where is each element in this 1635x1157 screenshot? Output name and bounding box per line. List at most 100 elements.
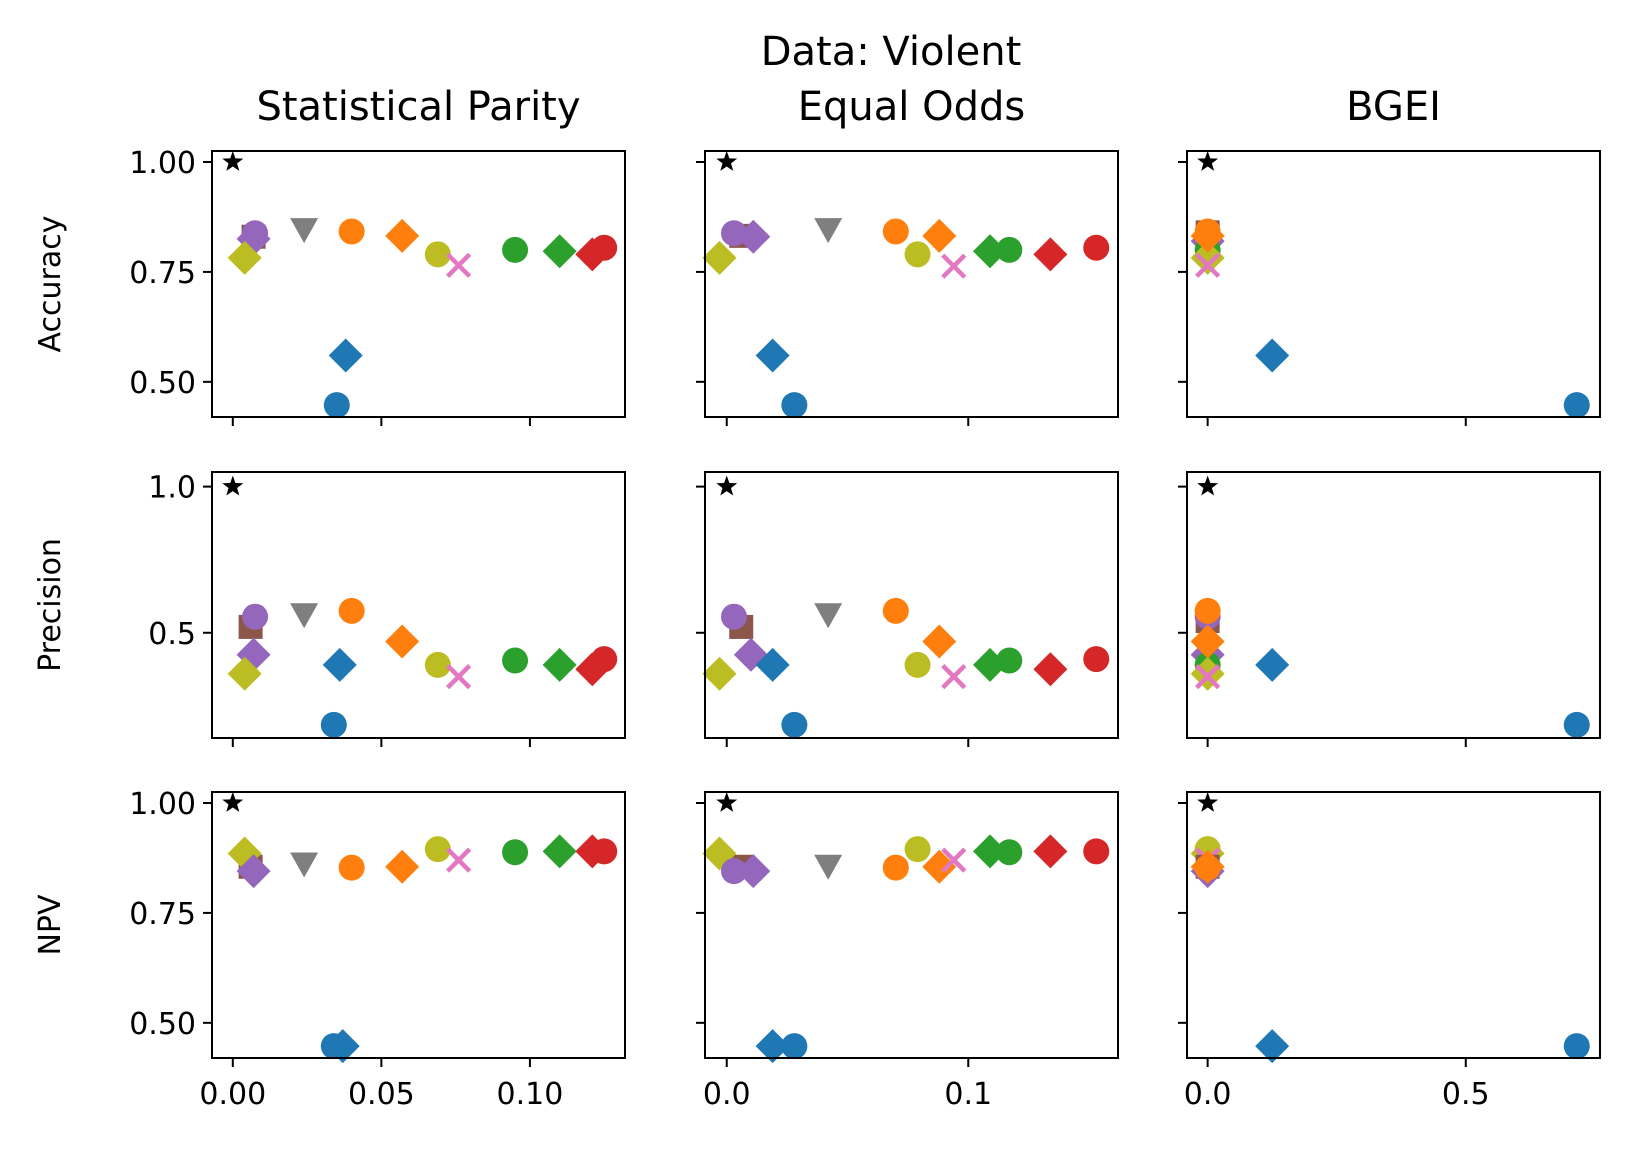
y-tick-label: 1.0 bbox=[148, 471, 196, 506]
panel-0-0: 0.50 0.75 1.00 Statistical Parity Accuracy bbox=[33, 84, 626, 426]
point-gray-triangle_down bbox=[814, 218, 843, 244]
point-olive-diamond bbox=[702, 656, 737, 691]
point-gray-triangle_down bbox=[814, 854, 843, 880]
point-green-circle bbox=[502, 647, 529, 674]
point-olive-circle bbox=[904, 241, 931, 268]
panel-1-1 bbox=[696, 471, 1119, 747]
point-red-diamond bbox=[1033, 237, 1068, 272]
point-olive-diamond bbox=[1190, 240, 1225, 275]
point-orange-diamond bbox=[1190, 218, 1225, 253]
point-blue-circle bbox=[1563, 711, 1590, 738]
point-blue-diamond bbox=[1255, 647, 1290, 682]
plot-frame bbox=[1186, 471, 1601, 739]
point-blue-diamond bbox=[755, 1029, 790, 1064]
point-green-diamond bbox=[972, 834, 1007, 869]
point-pink-x bbox=[941, 664, 967, 690]
point-blue-diamond bbox=[755, 647, 790, 682]
point-black-star bbox=[222, 475, 244, 496]
x-tick-label: 0.10 bbox=[497, 1077, 564, 1112]
y-tick-label: 0.5 bbox=[148, 617, 196, 652]
y-tick-label: 0.50 bbox=[129, 366, 196, 401]
point-red-diamond bbox=[1033, 652, 1068, 687]
y-tick-label: 1.00 bbox=[129, 787, 196, 822]
plot-frame bbox=[211, 471, 626, 739]
y-tick-label: 0.50 bbox=[129, 1007, 196, 1042]
point-orange-circle bbox=[338, 597, 365, 624]
point-red-diamond bbox=[1033, 834, 1068, 869]
point-olive-circle bbox=[424, 241, 451, 268]
point-green-circle bbox=[502, 236, 529, 263]
y-axis-label: NPV bbox=[33, 894, 68, 956]
point-orange-diamond bbox=[385, 218, 420, 253]
plot-frame bbox=[1186, 150, 1601, 418]
x-tick-label: 0.1 bbox=[944, 1077, 992, 1112]
point-orange-diamond bbox=[1190, 624, 1225, 659]
point-gray-triangle_down bbox=[814, 603, 843, 629]
point-orange-diamond bbox=[385, 849, 420, 884]
point-green-diamond bbox=[542, 647, 577, 682]
plot-frame bbox=[211, 791, 626, 1059]
point-pink-x bbox=[1195, 252, 1221, 278]
point-black-star bbox=[1197, 475, 1219, 496]
panel-0-2: BGEI bbox=[1178, 84, 1601, 426]
point-purple-diamond bbox=[736, 854, 771, 889]
point-pink-x bbox=[1195, 664, 1221, 690]
x-tick-label: 0.0 bbox=[703, 1077, 751, 1112]
point-black-star bbox=[1197, 792, 1219, 812]
point-orange-diamond bbox=[922, 218, 957, 253]
column-title: BGEI bbox=[1346, 84, 1441, 130]
plot-frame bbox=[211, 150, 626, 418]
point-red-circle bbox=[591, 838, 618, 865]
plot-frame bbox=[704, 791, 1119, 1059]
point-pink-x bbox=[446, 252, 472, 278]
point-olive-circle bbox=[424, 651, 451, 678]
panel-2-0: 0.00 0.05 0.10 0.50 0.75 1.00 NPV bbox=[33, 787, 626, 1112]
plot-frame bbox=[1186, 791, 1601, 1059]
point-red-circle bbox=[591, 234, 618, 261]
point-red-circle bbox=[591, 646, 618, 673]
point-orange-diamond bbox=[922, 624, 957, 659]
point-orange-circle bbox=[338, 218, 365, 245]
point-purple-diamond bbox=[236, 854, 271, 889]
panel-2-1: 0.0 0.1 bbox=[696, 791, 1119, 1112]
plot-frame bbox=[704, 150, 1119, 418]
point-olive-diamond bbox=[227, 240, 262, 275]
point-orange-circle bbox=[1194, 597, 1221, 624]
point-blue-circle bbox=[320, 711, 347, 738]
x-tick-label: 0.0 bbox=[1184, 1077, 1232, 1112]
point-red-circle bbox=[1083, 646, 1110, 673]
y-axis-label: Accuracy bbox=[33, 216, 68, 353]
point-black-star bbox=[222, 151, 244, 171]
point-orange-diamond bbox=[385, 624, 420, 659]
point-gray-triangle_down bbox=[290, 852, 319, 878]
figure-suptitle: Data: Violent bbox=[761, 29, 1022, 75]
point-blue-circle bbox=[781, 1033, 808, 1060]
point-pink-x bbox=[941, 847, 967, 873]
point-black-star bbox=[222, 792, 244, 812]
point-green-diamond bbox=[542, 834, 577, 869]
point-green-diamond bbox=[542, 234, 577, 269]
point-orange-diamond bbox=[922, 849, 957, 884]
point-green-circle bbox=[996, 839, 1023, 866]
plot-frame bbox=[704, 471, 1119, 739]
point-blue-diamond bbox=[322, 647, 357, 682]
point-red-circle bbox=[1083, 234, 1110, 261]
column-title: Equal Odds bbox=[798, 84, 1025, 130]
point-green-diamond bbox=[972, 234, 1007, 269]
point-blue-diamond bbox=[325, 1029, 360, 1064]
point-purple-diamond bbox=[736, 219, 771, 254]
point-green-diamond bbox=[972, 647, 1007, 682]
point-pink-x bbox=[446, 664, 472, 690]
point-olive-circle bbox=[904, 836, 931, 863]
point-purple-circle bbox=[720, 603, 747, 630]
point-gray-triangle_down bbox=[290, 218, 319, 244]
point-blue-diamond bbox=[328, 338, 363, 373]
panel-1-0: 0.5 1.0 Precision bbox=[33, 471, 626, 747]
point-blue-circle bbox=[781, 711, 808, 738]
point-blue-circle bbox=[1563, 392, 1590, 419]
point-olive-diamond bbox=[702, 240, 737, 275]
x-tick-label: 0.5 bbox=[1442, 1077, 1490, 1112]
point-blue-diamond bbox=[1255, 338, 1290, 373]
column-title: Statistical Parity bbox=[256, 84, 580, 130]
point-black-star bbox=[716, 151, 738, 171]
